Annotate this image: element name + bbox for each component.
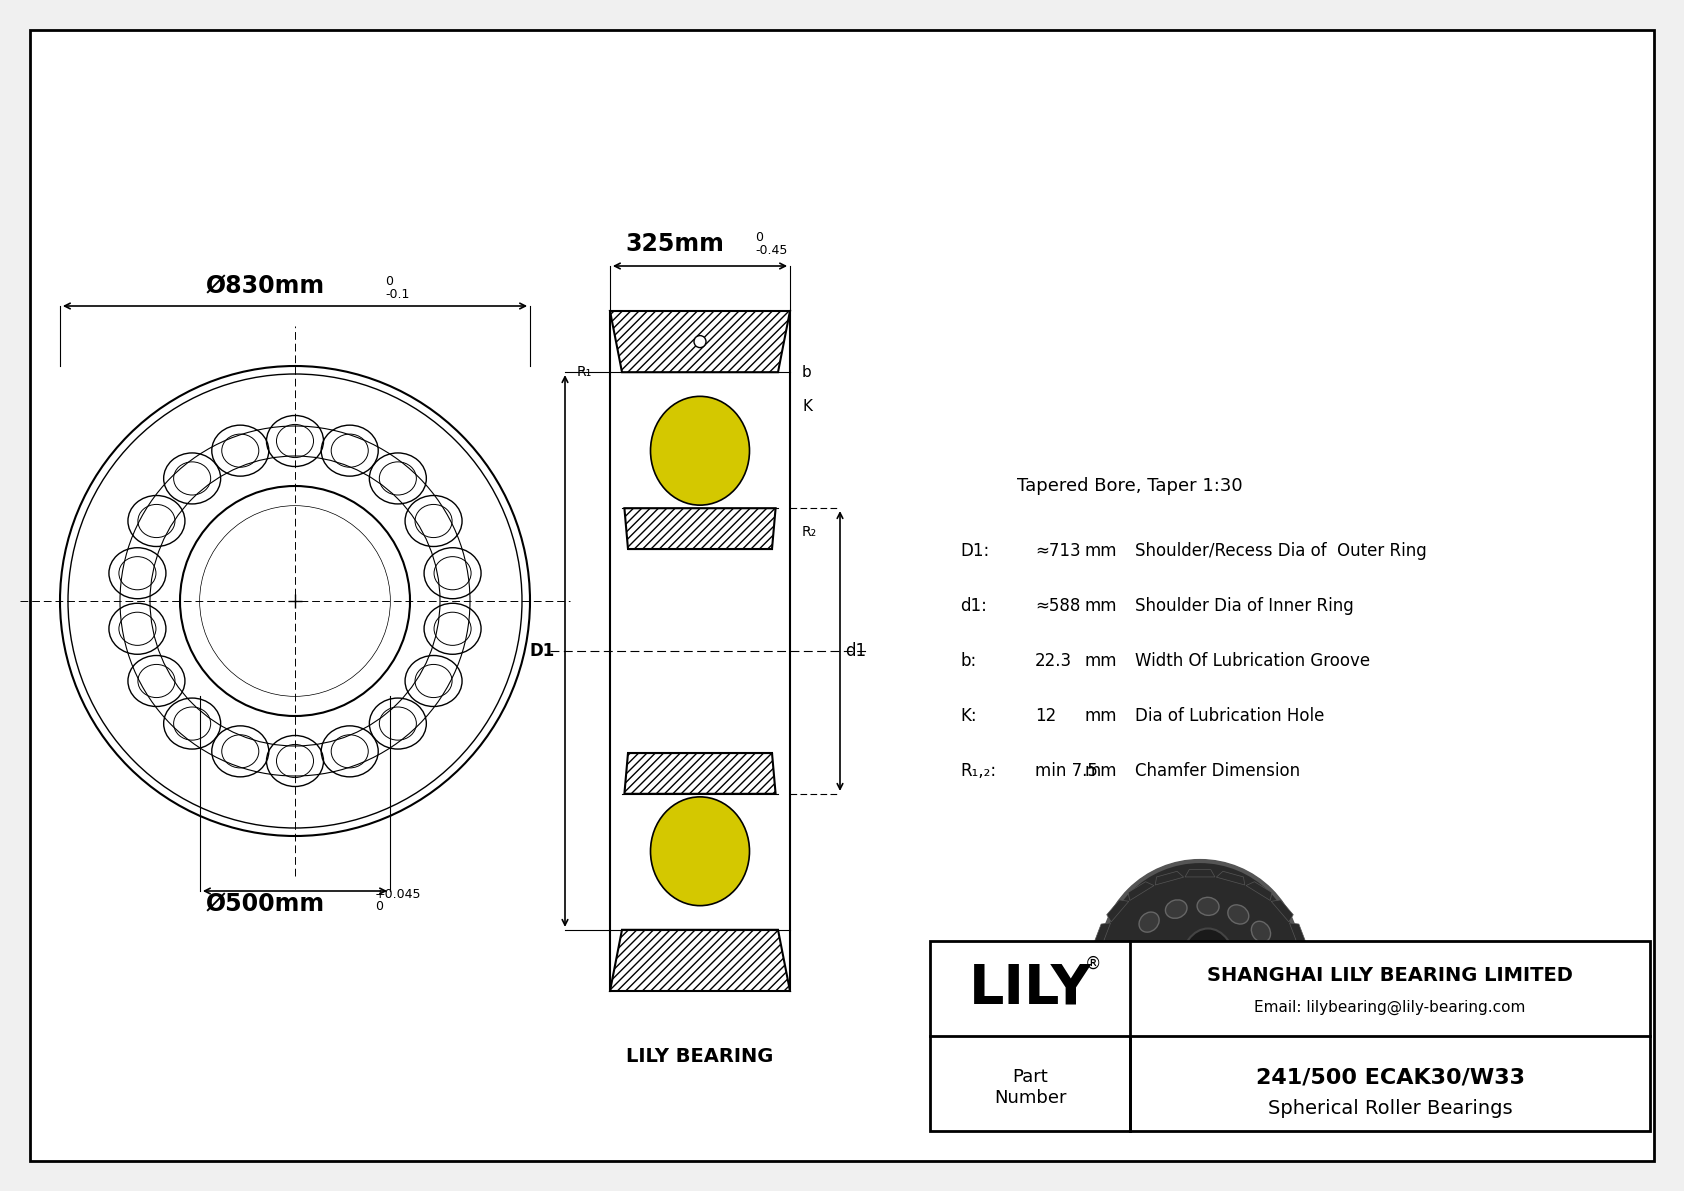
Text: R₁: R₁ (576, 366, 593, 379)
Polygon shape (1106, 1000, 1128, 1022)
Text: Width Of Lubrication Groove: Width Of Lubrication Groove (1135, 651, 1371, 671)
Ellipse shape (1258, 968, 1276, 990)
Text: ≈713: ≈713 (1036, 542, 1081, 560)
Text: mm: mm (1084, 597, 1118, 615)
Ellipse shape (1165, 900, 1187, 918)
Circle shape (694, 336, 706, 348)
Polygon shape (625, 509, 776, 549)
Text: LILY: LILY (968, 961, 1091, 1016)
Text: R₂: R₂ (802, 525, 817, 540)
Text: 22.3: 22.3 (1036, 651, 1073, 671)
Polygon shape (1246, 881, 1271, 900)
Text: Tapered Bore, Taper 1:30: Tapered Bore, Taper 1:30 (1017, 478, 1243, 495)
Polygon shape (1186, 869, 1214, 877)
Text: d1: d1 (845, 642, 866, 660)
Ellipse shape (1197, 897, 1219, 916)
Text: K:: K: (960, 707, 977, 725)
Text: D1:: D1: (960, 542, 989, 560)
Text: mm: mm (1084, 651, 1118, 671)
Text: 0: 0 (754, 231, 763, 244)
Text: Shoulder Dia of Inner Ring: Shoulder Dia of Inner Ring (1135, 597, 1354, 615)
Text: ®: ® (1084, 954, 1101, 973)
Polygon shape (1271, 1000, 1293, 1022)
Circle shape (200, 506, 391, 696)
Polygon shape (1271, 900, 1293, 922)
Text: +0.045: +0.045 (376, 888, 421, 902)
Text: 0: 0 (376, 900, 382, 913)
Polygon shape (1155, 872, 1184, 885)
Polygon shape (1106, 900, 1128, 922)
Text: Email: lilybearing@lily-bearing.com: Email: lilybearing@lily-bearing.com (1255, 1000, 1526, 1015)
Polygon shape (1128, 881, 1154, 900)
Text: 0: 0 (386, 275, 392, 288)
Polygon shape (1290, 975, 1305, 999)
Text: b: b (802, 364, 812, 380)
Polygon shape (625, 753, 776, 793)
Polygon shape (1246, 1022, 1271, 1040)
Polygon shape (1216, 1037, 1244, 1050)
Text: min 7.5: min 7.5 (1036, 762, 1098, 780)
Text: d1:: d1: (960, 597, 987, 615)
Text: 325mm: 325mm (625, 232, 724, 256)
Text: K: K (802, 399, 812, 413)
Text: R₁,₂:: R₁,₂: (960, 762, 997, 780)
Polygon shape (610, 311, 790, 373)
Polygon shape (1290, 923, 1305, 947)
Polygon shape (610, 930, 790, 991)
Polygon shape (1186, 1045, 1214, 1053)
Text: LILY BEARING: LILY BEARING (626, 1047, 773, 1066)
Polygon shape (1298, 948, 1307, 974)
Text: -0.1: -0.1 (386, 288, 409, 301)
Text: Chamfer Dimension: Chamfer Dimension (1135, 762, 1300, 780)
Text: ≈588: ≈588 (1036, 597, 1081, 615)
Circle shape (1100, 861, 1300, 1061)
Ellipse shape (650, 397, 749, 505)
Ellipse shape (650, 797, 749, 905)
Text: D1: D1 (530, 642, 556, 660)
Ellipse shape (1228, 905, 1250, 924)
Ellipse shape (1180, 929, 1236, 1004)
Text: SHANGHAI LILY BEARING LIMITED: SHANGHAI LILY BEARING LIMITED (1207, 966, 1573, 985)
Ellipse shape (1263, 943, 1280, 966)
Text: 241/500 ECAK30/W33: 241/500 ECAK30/W33 (1256, 1068, 1524, 1087)
Text: Ø500mm: Ø500mm (205, 892, 325, 916)
Text: b:: b: (960, 651, 977, 671)
Text: Dia of Lubrication Hole: Dia of Lubrication Hole (1135, 707, 1324, 725)
Polygon shape (1216, 872, 1244, 885)
Polygon shape (1128, 1022, 1154, 1040)
Polygon shape (1093, 948, 1101, 974)
Text: mm: mm (1084, 762, 1118, 780)
Polygon shape (1155, 1037, 1184, 1050)
Ellipse shape (1251, 922, 1270, 942)
Polygon shape (1095, 975, 1110, 999)
Bar (930, 941, 1650, 1131)
Polygon shape (1095, 923, 1110, 947)
Text: Ø830mm: Ø830mm (205, 274, 325, 298)
Text: mm: mm (1084, 707, 1118, 725)
Text: mm: mm (1084, 542, 1118, 560)
Text: Shoulder/Recess Dia of  Outer Ring: Shoulder/Recess Dia of Outer Ring (1135, 542, 1426, 560)
Text: Part
Number: Part Number (994, 1068, 1066, 1106)
Ellipse shape (1138, 912, 1159, 933)
Text: Spherical Roller Bearings: Spherical Roller Bearings (1268, 1099, 1512, 1117)
Text: 12: 12 (1036, 707, 1056, 725)
Text: -0.45: -0.45 (754, 244, 788, 257)
